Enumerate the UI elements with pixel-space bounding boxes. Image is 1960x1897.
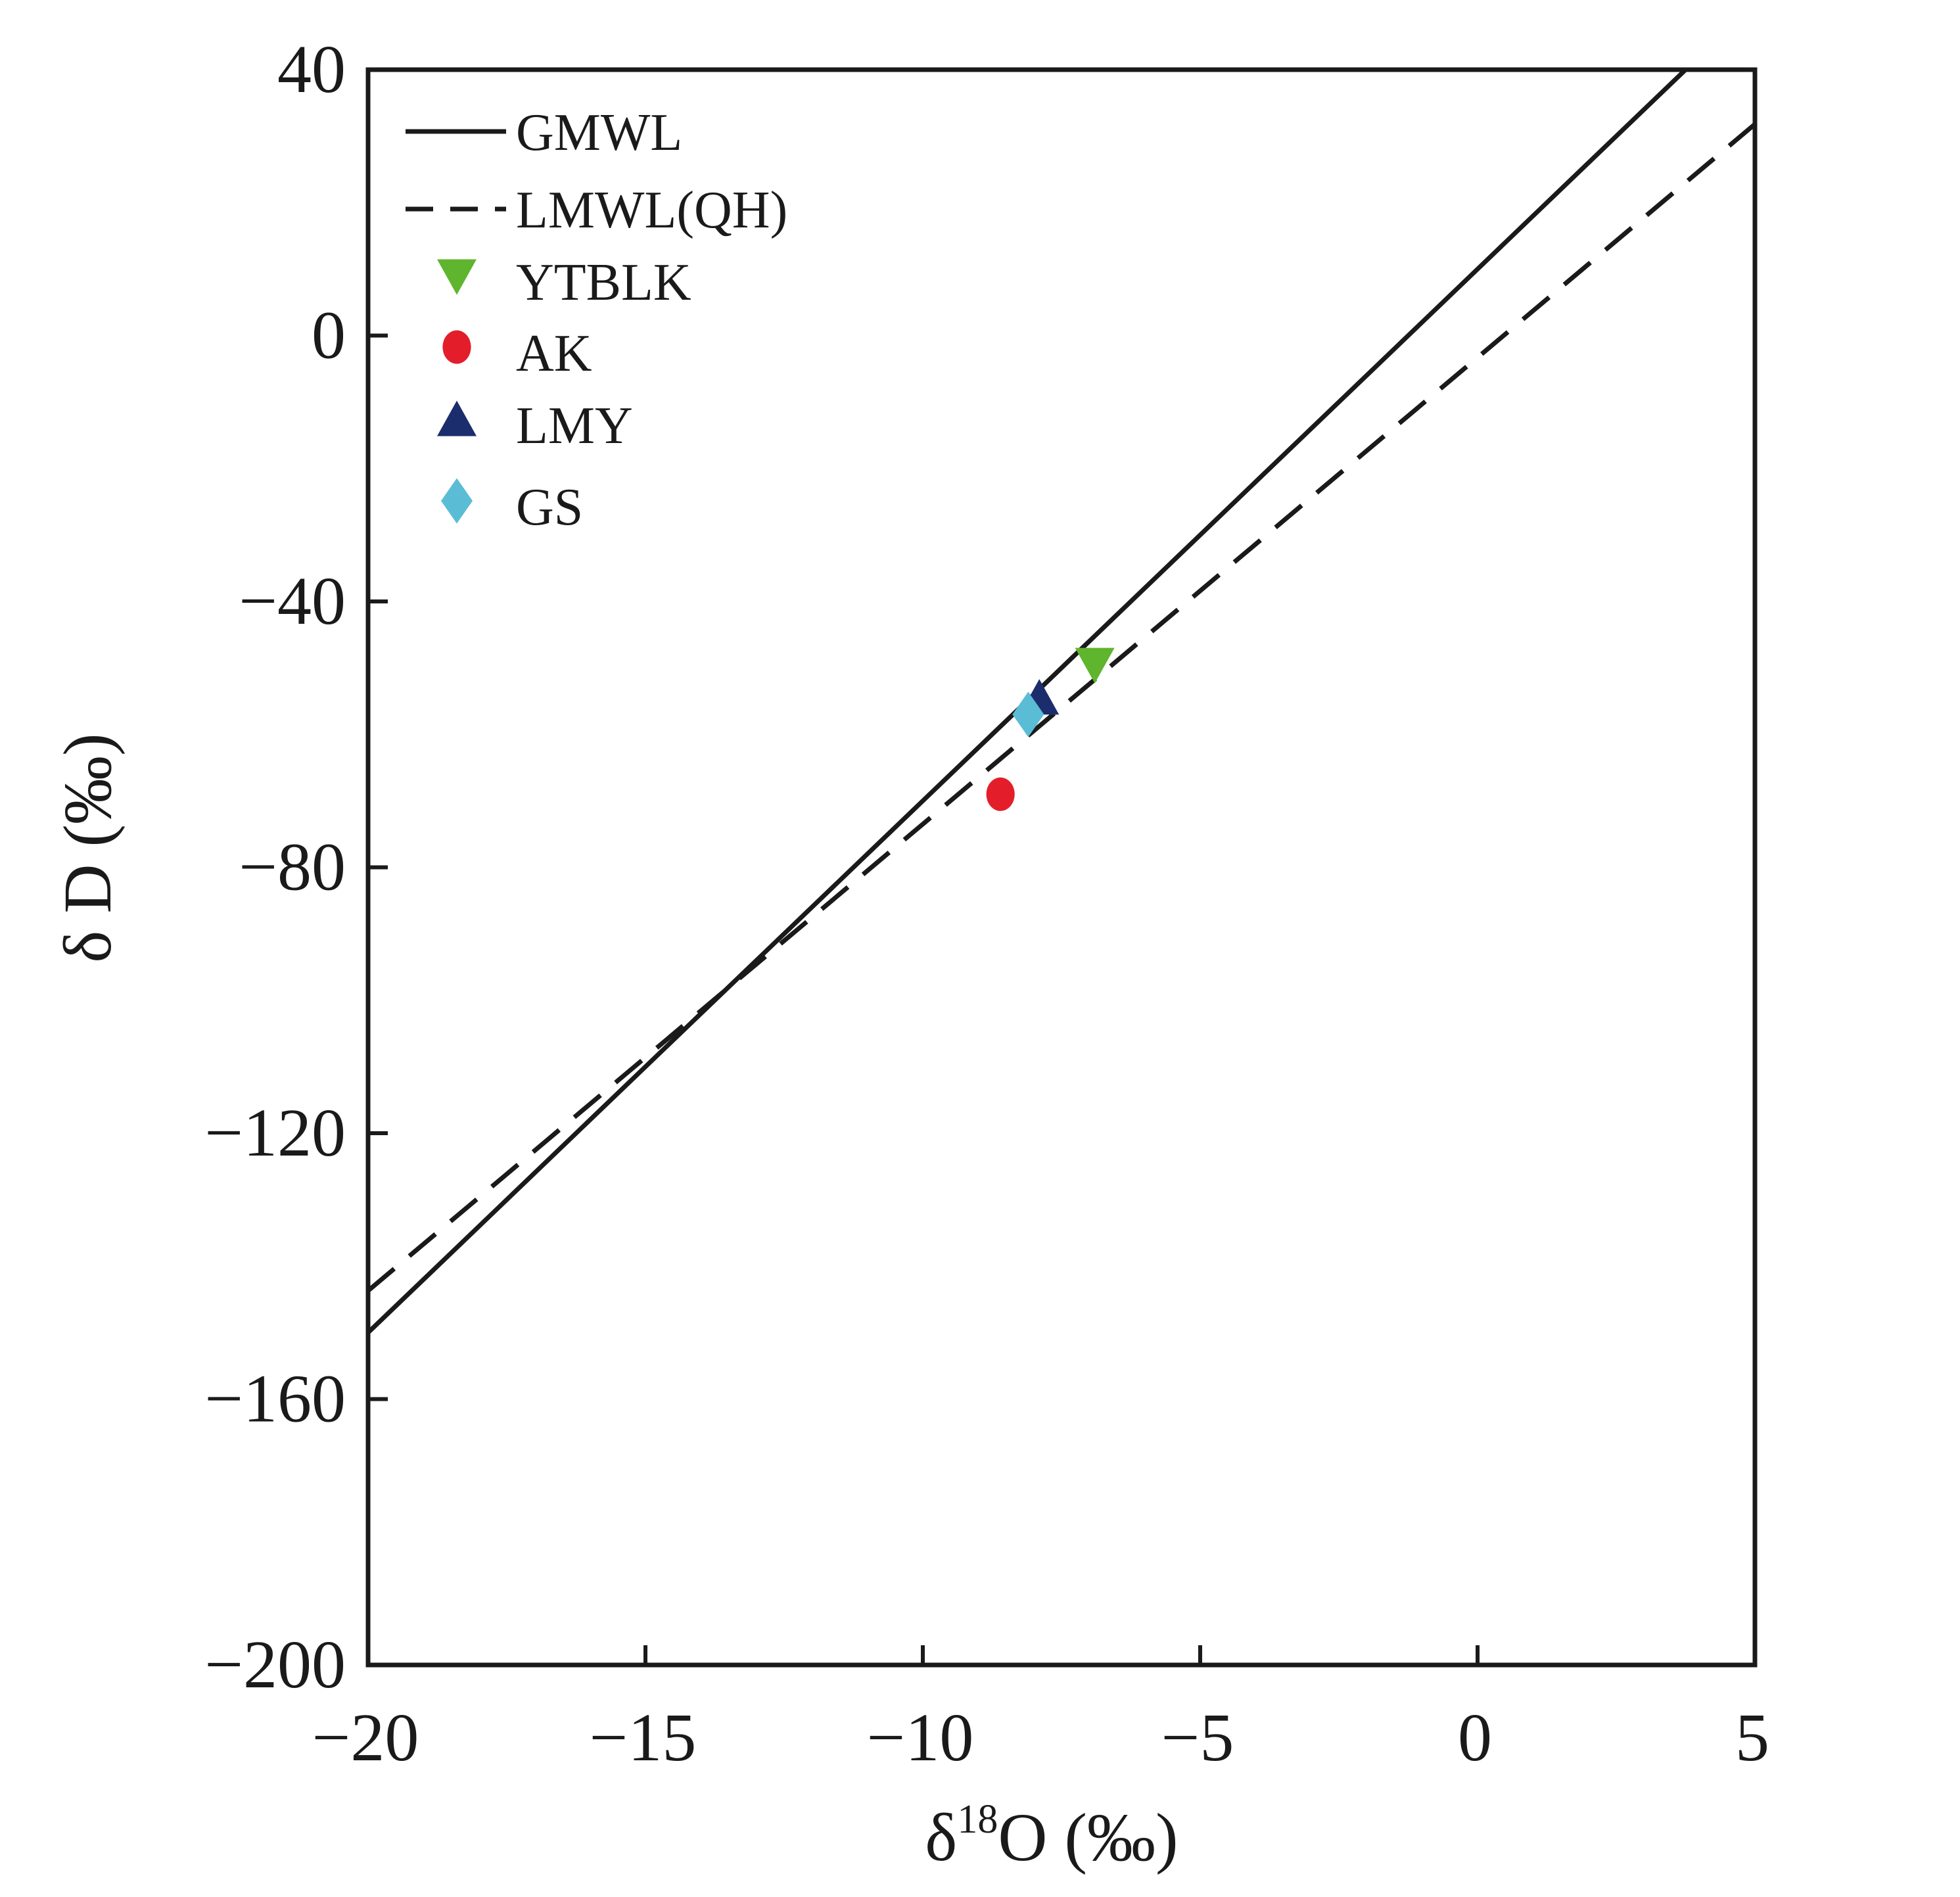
x-axis-title-superscript: 18 [957, 1797, 998, 1842]
x-tick-label: −20 [312, 1700, 419, 1775]
legend-label: GMWL [516, 104, 682, 162]
y-tick-label: −120 [204, 1095, 346, 1171]
y-tick-labels: −200 −160 −120 −80 −40 0 40 [204, 32, 346, 1702]
y-tick-label: −200 [204, 1627, 346, 1702]
y-tick-label: 0 [312, 298, 346, 373]
data-point-gs [1012, 691, 1044, 738]
series-line-lmwl-qh [368, 122, 1755, 1293]
data-point-ytblk [1075, 647, 1115, 684]
x-axis-title-suffix: O (‰) [998, 1800, 1178, 1875]
y-tick-label: −160 [204, 1361, 346, 1437]
y-axis-title: δ D (‰) [50, 733, 126, 962]
data-point-ak [986, 777, 1015, 811]
legend-label: GS [516, 479, 583, 536]
legend: GMWL LMWL(QH) YTBLK AK LMY GS [406, 104, 787, 536]
x-tick-label: 0 [1458, 1700, 1492, 1775]
y-tick-label: 40 [277, 32, 346, 107]
x-tick-label: −15 [590, 1700, 697, 1775]
markers-layer [986, 647, 1115, 811]
legend-label: YTBLK [516, 254, 691, 312]
x-tick-label: −10 [867, 1700, 974, 1775]
legend-marker-lmy [437, 400, 477, 436]
x-tick-label: −5 [1161, 1700, 1234, 1775]
legend-marker-ak [442, 330, 471, 364]
legend-label: LMWL(QH) [516, 181, 787, 239]
x-tick-label: 5 [1735, 1700, 1769, 1775]
ticks-layer [366, 68, 1757, 1667]
x-axis-title-prefix: δ [925, 1800, 957, 1875]
y-tick-label: −80 [239, 830, 346, 905]
y-tick-label: −40 [239, 563, 346, 639]
legend-label: LMY [516, 397, 633, 455]
legend-marker-ytblk [437, 259, 477, 295]
x-axis-title: δ18O (‰) [925, 1797, 1178, 1875]
series-line-gmwl [368, 70, 1689, 1334]
legend-label: AK [516, 325, 592, 383]
legend-marker-gs [441, 478, 473, 524]
x-tick-labels: −20 −15 −10 −5 0 5 [312, 1700, 1769, 1775]
lines-layer [368, 70, 1755, 1334]
